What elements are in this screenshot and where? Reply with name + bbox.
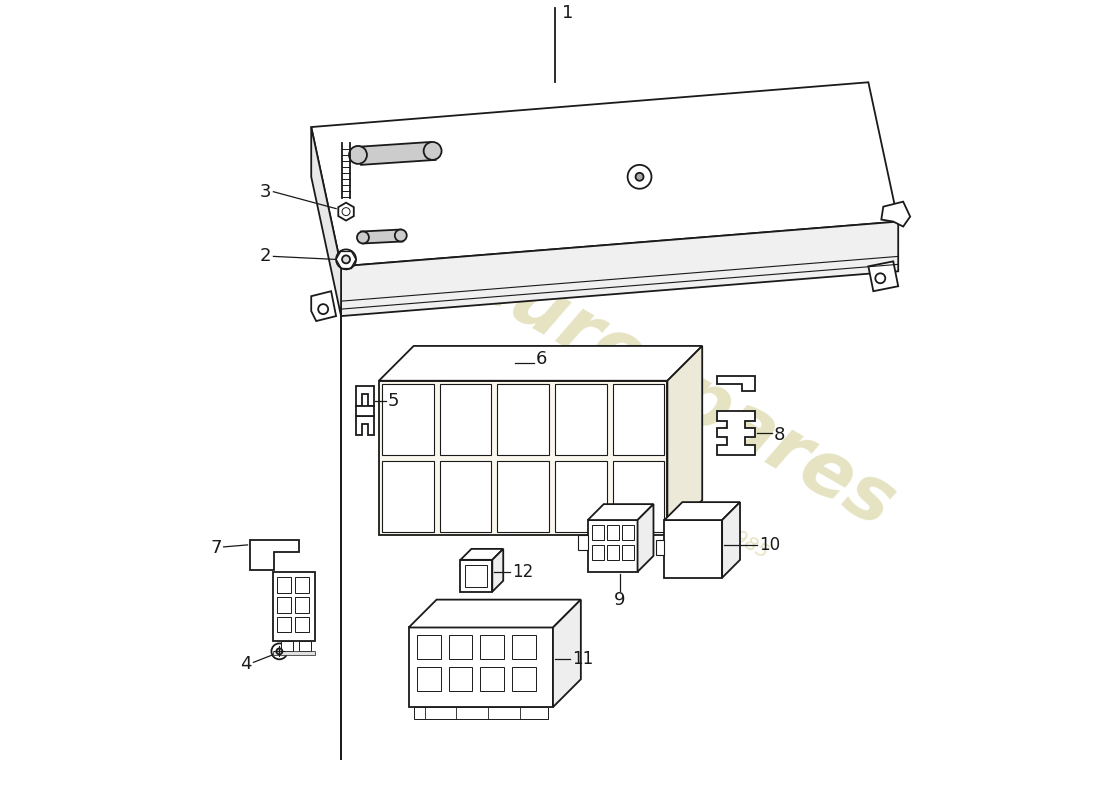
Bar [449, 667, 472, 691]
Circle shape [636, 173, 644, 181]
Circle shape [342, 255, 350, 263]
Polygon shape [664, 502, 740, 520]
Bar [295, 577, 309, 593]
Polygon shape [881, 202, 910, 226]
Bar [592, 525, 604, 540]
Bar [657, 540, 664, 555]
Bar [382, 461, 433, 532]
Bar [382, 384, 433, 455]
Bar [613, 461, 664, 532]
Text: 4: 4 [240, 655, 252, 674]
Bar [556, 384, 607, 455]
Polygon shape [668, 346, 702, 535]
Circle shape [358, 231, 368, 243]
Bar [449, 635, 472, 659]
Bar [592, 545, 604, 560]
Bar [461, 560, 493, 592]
Polygon shape [553, 600, 581, 707]
Bar [409, 627, 553, 707]
Polygon shape [311, 291, 337, 321]
Bar [587, 520, 638, 572]
Bar [513, 667, 536, 691]
Polygon shape [638, 504, 653, 572]
Circle shape [395, 230, 407, 242]
Circle shape [424, 142, 441, 160]
Bar [613, 384, 664, 455]
Bar [274, 572, 316, 642]
Polygon shape [493, 549, 503, 592]
Text: 8: 8 [774, 426, 785, 445]
Bar [417, 635, 441, 659]
Text: 10: 10 [759, 536, 780, 554]
Bar [621, 545, 634, 560]
Polygon shape [356, 415, 374, 435]
Bar [664, 520, 722, 578]
Bar [607, 545, 618, 560]
Polygon shape [722, 502, 740, 578]
Bar [621, 525, 634, 540]
Text: a passion for parts since 1985: a passion for parts since 1985 [507, 398, 772, 562]
Circle shape [276, 648, 283, 654]
Bar [417, 667, 441, 691]
Text: 5: 5 [388, 392, 399, 410]
Bar [607, 525, 618, 540]
Circle shape [342, 208, 350, 215]
Polygon shape [339, 202, 354, 221]
Polygon shape [311, 127, 341, 316]
Bar [295, 597, 309, 613]
Bar [497, 461, 549, 532]
Circle shape [337, 250, 356, 270]
Text: eurospares: eurospares [452, 238, 906, 543]
Circle shape [349, 146, 367, 164]
Polygon shape [356, 386, 374, 406]
Bar [578, 535, 587, 550]
Bar [513, 635, 536, 659]
Bar [481, 635, 504, 659]
Polygon shape [311, 82, 899, 266]
Bar [497, 384, 549, 455]
Bar [295, 617, 309, 633]
Bar [277, 617, 292, 633]
Bar [414, 707, 548, 719]
Polygon shape [717, 410, 755, 455]
Circle shape [876, 274, 886, 283]
Text: 11: 11 [572, 650, 593, 668]
Bar [277, 577, 292, 593]
Bar [277, 597, 292, 613]
Text: 6: 6 [536, 350, 548, 368]
Bar [440, 384, 492, 455]
Bar [299, 642, 311, 651]
Polygon shape [409, 600, 581, 627]
Polygon shape [461, 549, 503, 560]
Polygon shape [378, 346, 702, 381]
Polygon shape [587, 504, 653, 520]
Bar [556, 461, 607, 532]
Bar [356, 406, 374, 415]
Text: 2: 2 [260, 247, 272, 266]
Bar [378, 381, 668, 535]
Text: 9: 9 [614, 590, 626, 609]
Polygon shape [250, 540, 299, 570]
Polygon shape [356, 142, 436, 165]
Text: 7: 7 [210, 539, 222, 557]
Text: 1: 1 [562, 4, 573, 22]
Circle shape [628, 165, 651, 189]
Bar [274, 651, 316, 655]
Bar [282, 642, 294, 651]
Text: 12: 12 [513, 562, 534, 581]
Bar [440, 461, 492, 532]
Polygon shape [717, 376, 755, 390]
Polygon shape [868, 262, 899, 291]
Circle shape [272, 643, 287, 659]
Bar [465, 565, 487, 586]
Text: 3: 3 [260, 182, 272, 201]
Bar [481, 667, 504, 691]
Circle shape [318, 304, 328, 314]
Polygon shape [361, 230, 403, 243]
Polygon shape [341, 222, 899, 316]
